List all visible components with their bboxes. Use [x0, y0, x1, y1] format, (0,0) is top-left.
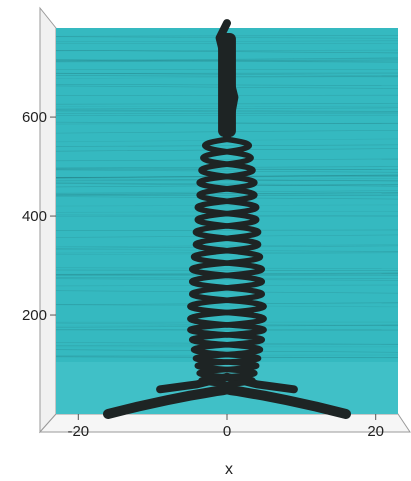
- texture-streak: [55, 169, 399, 173]
- texture-streak: [55, 184, 399, 188]
- x-tick-label: -20: [67, 423, 89, 440]
- texture-streak: [55, 182, 399, 186]
- x-tick-label: 20: [367, 423, 384, 440]
- texture-streak: [55, 178, 399, 182]
- oscillation-loop: [202, 136, 252, 155]
- texture-streak: [55, 192, 399, 195]
- y-tick-label: 600: [22, 109, 47, 126]
- axis-ticks: 200 400 600 -20 0 20: [22, 109, 384, 440]
- texture-streak: [55, 196, 399, 200]
- texture-streak: [55, 329, 399, 331]
- texture-streak: [55, 302, 399, 305]
- texture-streak: [55, 304, 399, 308]
- texture-streak: [55, 229, 399, 231]
- series-lines: [103, 19, 351, 419]
- texture-streak: [55, 190, 399, 194]
- y-tick-label: 200: [22, 307, 47, 324]
- texture-streak: [55, 183, 399, 187]
- texture-streak: [55, 166, 399, 169]
- texture-streak: [55, 269, 399, 271]
- texture-streak: [55, 267, 399, 269]
- texture-streak: [55, 349, 399, 353]
- texture-streak: [55, 356, 399, 359]
- texture-streak: [55, 245, 399, 249]
- central-column: [218, 32, 236, 137]
- texture-streak: [55, 158, 399, 162]
- texture-streak: [55, 178, 399, 182]
- x-tick-label: 0: [223, 423, 231, 440]
- texture-streak: [55, 168, 399, 170]
- series-line-1: [103, 384, 232, 419]
- texture-streak: [55, 302, 399, 306]
- texture-streak: [55, 278, 399, 281]
- texture-streak: [55, 252, 399, 255]
- texture-streak: [55, 204, 399, 207]
- x-axis-title: x: [225, 461, 233, 478]
- texture-streak: [55, 290, 399, 294]
- y-tick-label: 400: [22, 208, 47, 225]
- texture-streak: [55, 144, 399, 147]
- texture-streak: [55, 192, 399, 196]
- texture-streak: [55, 244, 399, 248]
- series-line-2: [222, 384, 351, 419]
